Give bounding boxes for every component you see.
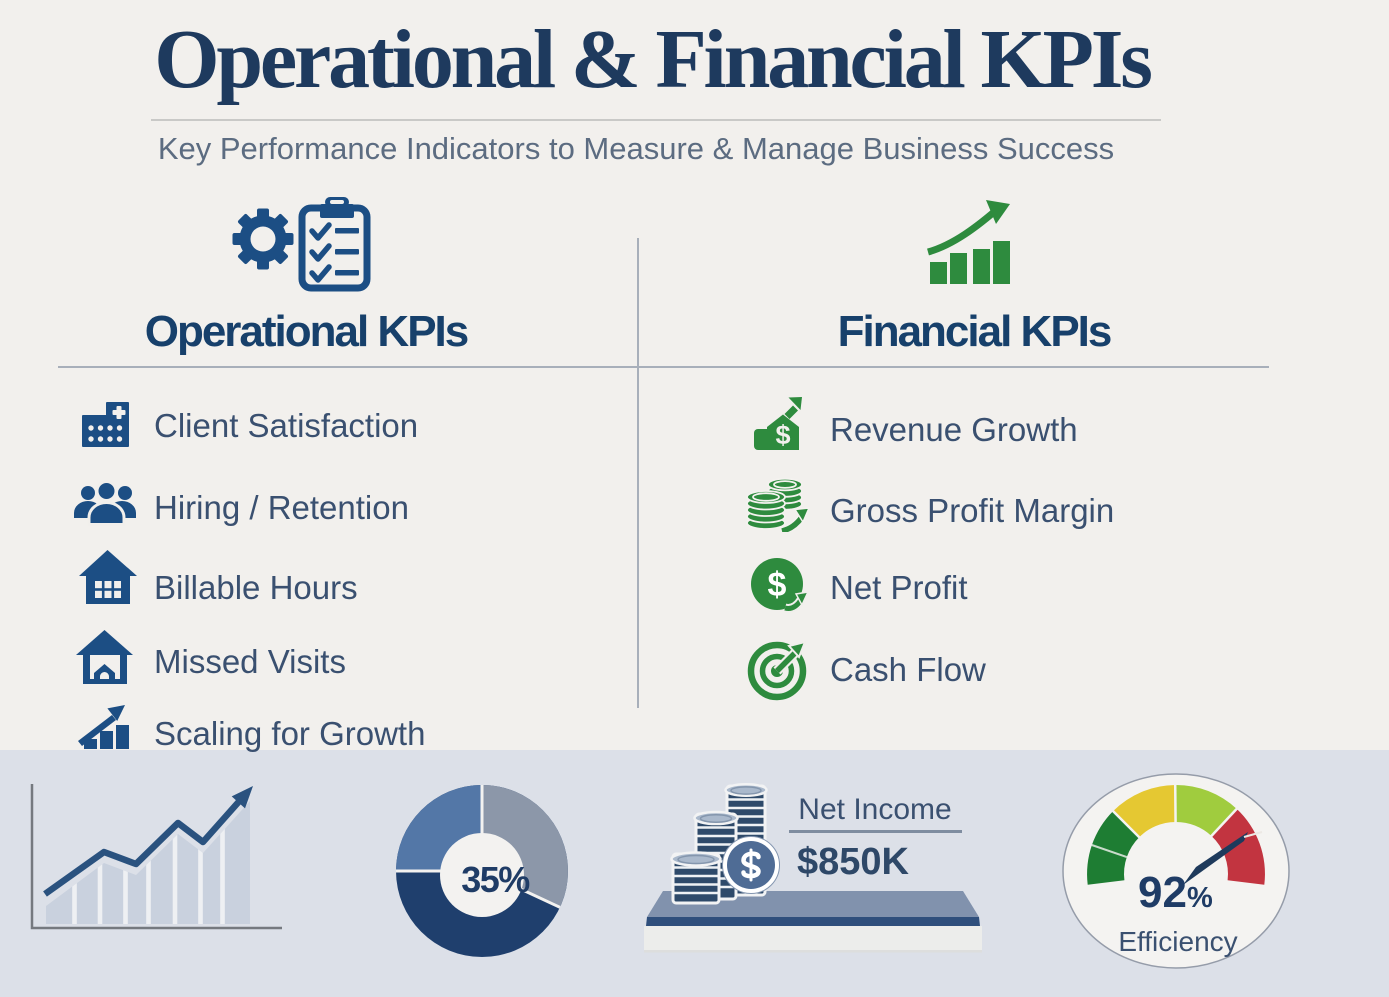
svg-text:$: $ <box>775 420 790 450</box>
svg-text:$: $ <box>768 566 787 604</box>
